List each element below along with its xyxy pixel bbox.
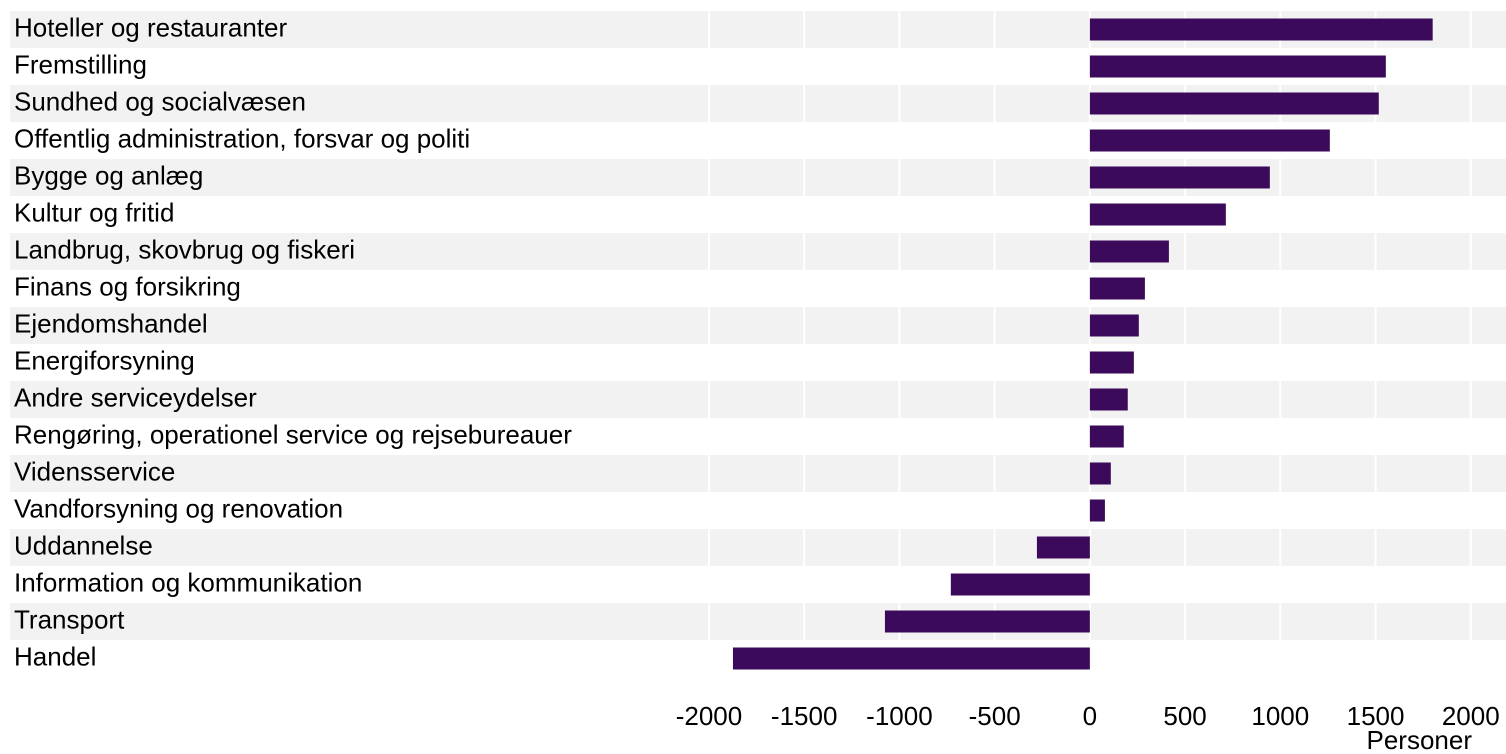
bar (1089, 388, 1128, 411)
x-tick-label: -1500 (771, 701, 838, 731)
x-tick-label: 500 (1163, 701, 1206, 731)
x-tick-label: 1500 (1347, 701, 1405, 731)
y-tick-label: Energiforsyning (14, 345, 195, 375)
x-tick-label: 2000 (1442, 701, 1500, 731)
x-axis-label: Personer (1367, 725, 1473, 754)
row-stripe (10, 307, 1506, 344)
y-tick-label: Hoteller og restauranter (14, 12, 287, 42)
y-tick-label: Information og kommunikation (14, 567, 362, 597)
y-tick-label: Ejendomshandel (14, 308, 208, 338)
y-tick-label: Bygge og anlæg (14, 160, 203, 190)
y-tick-label: Finans og forsikring (14, 271, 241, 301)
bar (1089, 203, 1226, 226)
y-tick-label: Offentlig administration, forsvar og pol… (14, 123, 470, 153)
bar (950, 573, 1090, 596)
bar (1089, 462, 1111, 485)
x-tick-label: -1000 (866, 701, 933, 731)
bar (1089, 499, 1105, 522)
row-stripe (10, 529, 1506, 566)
bar (1089, 351, 1134, 374)
x-tick-label: -2000 (676, 701, 743, 731)
x-tick-label: 0 (1083, 701, 1097, 731)
bar (1089, 314, 1139, 337)
y-tick-label: Fremstilling (14, 49, 147, 79)
bar (1089, 425, 1124, 448)
row-stripe (10, 233, 1506, 270)
y-tick-label: Handel (14, 641, 96, 671)
y-tick-label: Landbrug, skovbrug og fiskeri (14, 234, 355, 264)
bar (1089, 129, 1330, 152)
y-tick-label: Rengøring, operationel service og rejseb… (14, 419, 572, 449)
y-tick-label: Transport (14, 604, 125, 634)
row-stripe (10, 381, 1506, 418)
bar (884, 610, 1090, 633)
bar (1089, 18, 1433, 41)
bar (1089, 166, 1270, 189)
bar (1036, 536, 1090, 559)
x-tick-label: 1000 (1251, 701, 1309, 731)
bar (1089, 92, 1379, 115)
row-stripe (10, 159, 1506, 196)
y-tick-label: Kultur og fritid (14, 197, 174, 227)
y-tick-label: Sundhed og socialvæsen (14, 86, 306, 116)
bar (1089, 240, 1169, 263)
bar (732, 647, 1090, 670)
bar (1089, 55, 1386, 78)
y-tick-label: Vandforsyning og renovation (14, 493, 343, 523)
y-tick-label: Vidensservice (14, 456, 175, 486)
row-stripe (10, 603, 1506, 640)
y-tick-label: Uddannelse (14, 530, 153, 560)
x-tick-label: -500 (969, 701, 1021, 731)
y-tick-label: Andre serviceydelser (14, 382, 257, 412)
row-stripe (10, 455, 1506, 492)
bar (1089, 277, 1145, 300)
